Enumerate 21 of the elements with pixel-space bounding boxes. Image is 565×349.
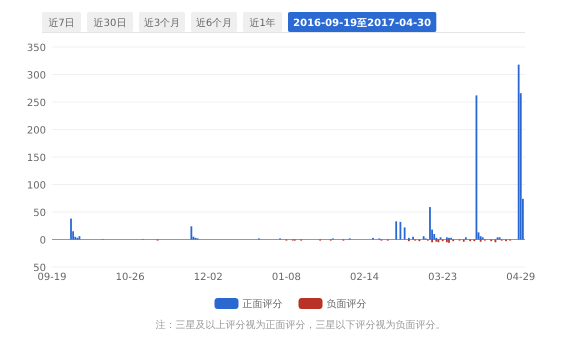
y-tick-label: 200	[26, 126, 46, 136]
x-tick-label: 02-14	[350, 272, 380, 283]
y-tick-label: 0	[40, 236, 46, 246]
x-tick-label: 09-19	[37, 272, 67, 283]
x-tick-label: 12-02	[194, 272, 223, 283]
y-tick-label: 50	[33, 263, 46, 274]
y-tick-label: 250	[26, 98, 46, 109]
legend-label: 负面评分	[326, 298, 366, 310]
legend-item: 负面评分	[298, 298, 366, 310]
y-tick-label: 300	[26, 70, 46, 82]
y-tick-label: 350	[26, 43, 46, 54]
y-tick-label: 50	[33, 208, 46, 219]
legend-label: 正面评分	[242, 298, 282, 310]
text: 注：三星及以上评分视为正面评分，三星以下评分视为负面评分。	[156, 319, 446, 331]
x-tick-label: 03-23	[428, 272, 458, 283]
x-tick-label: 10-26	[116, 272, 145, 283]
legend-item: 正面评分	[214, 298, 282, 310]
y-tick-label: 150	[26, 153, 46, 164]
y-tick-label: 100	[26, 180, 46, 192]
x-tick-label: 01-08	[272, 272, 301, 283]
x-tick-label: 04-29	[506, 272, 536, 283]
